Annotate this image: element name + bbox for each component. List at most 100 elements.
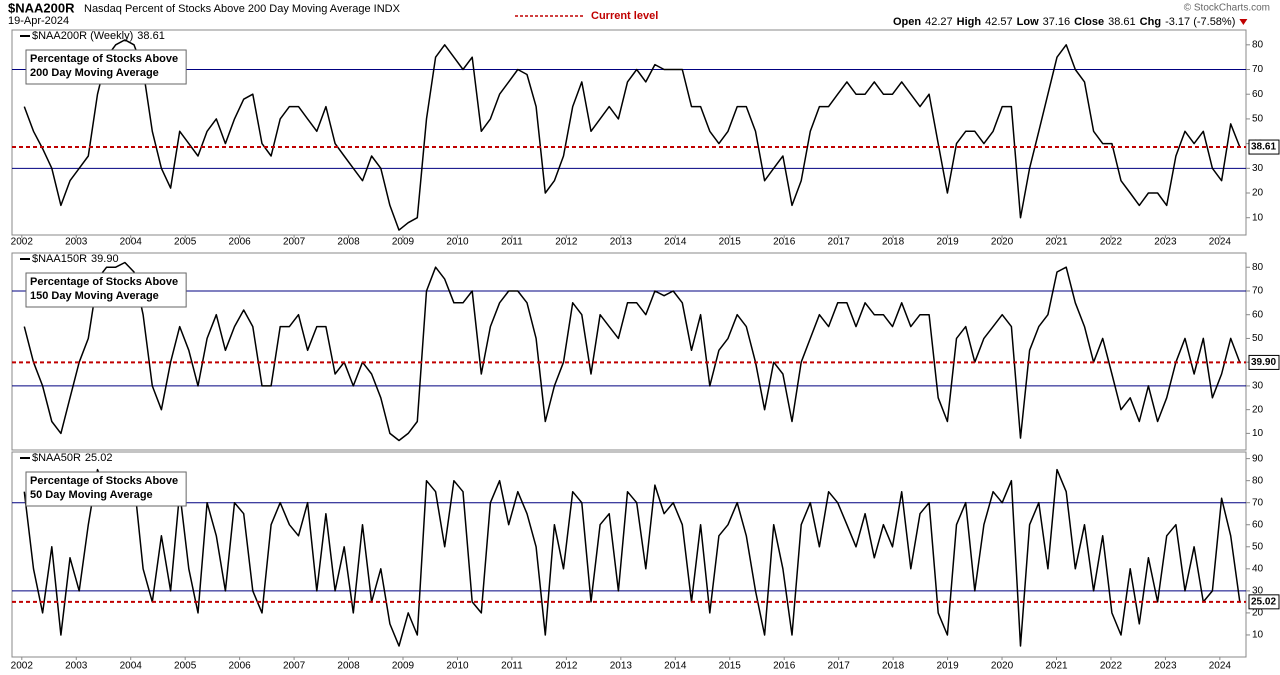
x-tick-label: 2019	[936, 661, 959, 672]
x-tick-label: 2022	[1100, 237, 1123, 248]
current-level-label: 38.61	[1251, 142, 1276, 153]
x-tick-label: 2003	[65, 237, 88, 248]
panel-frame	[11, 29, 1247, 236]
y-tick-label: 30	[1252, 381, 1264, 392]
annotation-text: Percentage of Stocks Above	[30, 475, 178, 487]
x-tick-label: 2003	[65, 661, 88, 672]
y-tick-label: 80	[1252, 39, 1264, 50]
x-tick-label: 2012	[555, 661, 578, 672]
annotation-text: 150 Day Moving Average	[30, 290, 159, 302]
x-tick-label: 2013	[610, 237, 633, 248]
x-tick-label: 2023	[1154, 661, 1177, 672]
x-tick-label: 2010	[446, 661, 469, 672]
x-tick-label: 2021	[1045, 661, 1068, 672]
annotation-text: Percentage of Stocks Above	[30, 276, 178, 288]
panel-frame	[11, 252, 1247, 451]
x-tick-label: 2004	[120, 661, 143, 672]
x-tick-label: 2012	[555, 237, 578, 248]
x-tick-label: 2009	[392, 661, 415, 672]
x-tick-label: 2018	[882, 661, 905, 672]
date: 19-Apr-2024	[8, 15, 69, 27]
current-level-box	[1248, 139, 1280, 155]
data-line	[23, 261, 1241, 442]
x-tick-label: 2011	[501, 237, 523, 248]
symbol: $NAA200R	[8, 0, 75, 15]
y-tick-label: 50	[1252, 333, 1264, 344]
x-tick-label: 2017	[828, 661, 851, 672]
current-level-label: 25.02	[1251, 596, 1276, 607]
change-arrow	[1239, 19, 1248, 25]
stat-label: Chg	[1140, 16, 1161, 28]
y-tick-label: 60	[1252, 519, 1264, 530]
panel-frame	[11, 451, 1247, 658]
annotation: Percentage of Stocks Above 200 Day Moving…	[25, 49, 187, 85]
stat-label: Open	[893, 16, 921, 28]
legend-label: Current level	[591, 10, 658, 22]
panel-current: 38.61	[137, 30, 165, 42]
x-tick-label: 2015	[719, 237, 742, 248]
x-tick-label: 2007	[283, 661, 306, 672]
x-tick-label: 2022	[1100, 661, 1123, 672]
x-tick-label: 2013	[610, 661, 633, 672]
y-tick-label: 90	[1252, 453, 1264, 464]
annotation-box	[25, 272, 187, 308]
description: Nasdaq Percent of Stocks Above 200 Day M…	[84, 3, 401, 15]
x-tick-label: 2020	[991, 237, 1014, 248]
x-tick-label: 2006	[229, 661, 252, 672]
data-line	[23, 39, 1241, 231]
annotation: Percentage of Stocks Above 150 Day Moving…	[25, 272, 187, 308]
x-tick-label: 2024	[1209, 237, 1232, 248]
x-tick-label: 2005	[174, 661, 197, 672]
panel-current: 25.02	[85, 452, 113, 464]
y-tick-label: 80	[1252, 475, 1264, 486]
x-tick-label: 2006	[229, 237, 252, 248]
panel-name: $NAA200R (Weekly)	[32, 30, 133, 42]
stat-value: 42.57	[985, 16, 1013, 28]
panel-name: $NAA50R	[32, 452, 81, 464]
stat-label: Low	[1017, 16, 1039, 28]
x-tick-label: 2011	[501, 661, 523, 672]
y-tick-label: 70	[1252, 64, 1264, 75]
current-level-label: 39.90	[1251, 357, 1276, 368]
x-tick-label: 2021	[1045, 237, 1068, 248]
x-tick-label: 2016	[773, 661, 796, 672]
stat-value: -3.17 (-7.58%)	[1165, 16, 1235, 28]
stat-value: 42.27	[925, 16, 953, 28]
annotation-text: 200 Day Moving Average	[30, 67, 159, 79]
y-tick-label: 50	[1252, 541, 1264, 552]
x-tick-label: 2016	[773, 237, 796, 248]
x-tick-label: 2002	[11, 237, 34, 248]
current-level-box	[1248, 594, 1280, 610]
x-tick-label: 2010	[446, 237, 469, 248]
annotation-text: Percentage of Stocks Above	[30, 53, 178, 65]
data-line	[23, 468, 1241, 647]
y-tick-label: 60	[1252, 89, 1264, 100]
x-tick-label: 2018	[882, 237, 905, 248]
y-tick-label: 10	[1252, 428, 1264, 439]
stats: Open 42.27 High 42.57 Low 37.16 Close 38.61 Chg -…	[893, 16, 1248, 28]
y-tick-label: 40	[1252, 563, 1264, 574]
x-tick-label: 2008	[337, 237, 360, 248]
x-tick-label: 2007	[283, 237, 306, 248]
y-tick-label: 30	[1252, 586, 1264, 597]
y-tick-label: 50	[1252, 114, 1264, 125]
x-tick-label: 2015	[719, 661, 742, 672]
y-tick-label: 80	[1252, 262, 1264, 273]
y-tick-label: 10	[1252, 212, 1264, 223]
x-tick-label: 2008	[337, 661, 360, 672]
y-tick-label: 60	[1252, 309, 1264, 320]
x-tick-label: 2017	[828, 237, 851, 248]
y-tick-label: 70	[1252, 497, 1264, 508]
x-tick-label: 2009	[392, 237, 415, 248]
y-tick-label: 30	[1252, 163, 1264, 174]
stat-value: 37.16	[1043, 16, 1071, 28]
x-tick-label: 2024	[1209, 661, 1232, 672]
x-tick-label: 2020	[991, 661, 1014, 672]
panel-name: $NAA150R	[32, 253, 87, 265]
annotation-text: 50 Day Moving Average	[30, 489, 153, 501]
x-tick-label: 2023	[1154, 237, 1177, 248]
annotation: Percentage of Stocks Above 50 Day Moving …	[25, 471, 187, 507]
x-tick-label: 2002	[11, 661, 34, 672]
x-tick-label: 2014	[664, 237, 687, 248]
